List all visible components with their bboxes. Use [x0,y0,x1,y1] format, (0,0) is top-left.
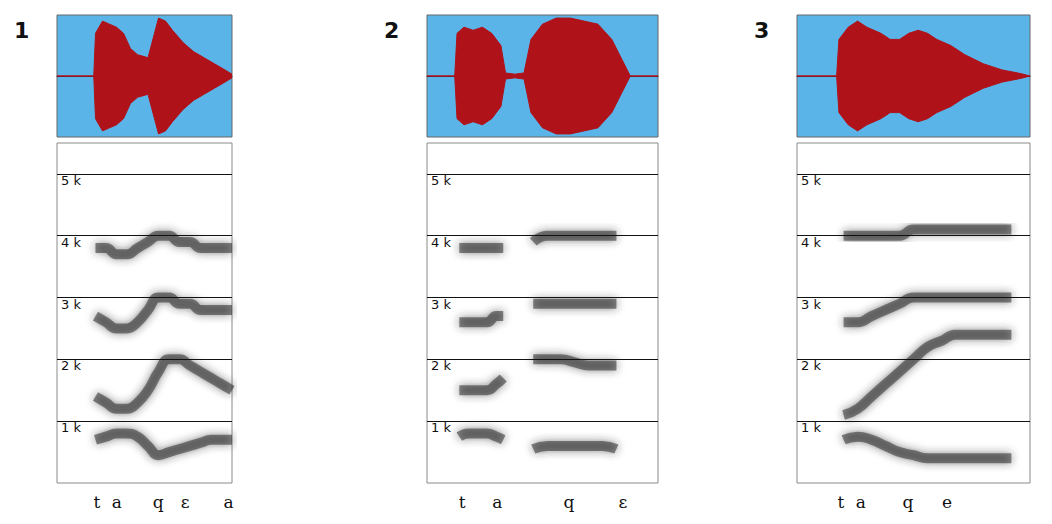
svg-text:3 k: 3 k [431,297,451,312]
svg-text:5 k: 5 k [431,173,451,188]
svg-text:e: e [942,492,952,512]
svg-text:5 k: 5 k [801,173,821,188]
svg-text:a: a [112,492,122,512]
svg-text:q: q [563,492,574,512]
svg-text:1 k: 1 k [431,420,451,435]
svg-text:2 k: 2 k [431,358,451,373]
svg-text:ɛ: ɛ [181,492,190,512]
svg-text:3 k: 3 k [61,297,81,312]
svg-text:2: 2 [384,18,399,43]
svg-text:t: t [837,492,844,512]
svg-text:1 k: 1 k [61,420,81,435]
svg-text:a: a [223,492,233,512]
svg-text:4 k: 4 k [61,235,81,250]
svg-text:a: a [856,492,866,512]
svg-text:t: t [93,492,100,512]
svg-text:t: t [459,492,466,512]
svg-text:ɛ: ɛ [618,492,627,512]
svg-text:1: 1 [14,18,29,43]
svg-text:a: a [492,492,502,512]
svg-text:3: 3 [754,18,769,43]
svg-text:q: q [902,492,913,512]
svg-text:4 k: 4 k [431,235,451,250]
svg-text:5 k: 5 k [61,173,81,188]
svg-text:q: q [153,492,164,512]
svg-text:4 k: 4 k [801,235,821,250]
svg-text:2 k: 2 k [801,358,821,373]
svg-text:1 k: 1 k [801,420,821,435]
svg-text:3 k: 3 k [801,297,821,312]
svg-text:2 k: 2 k [61,358,81,373]
